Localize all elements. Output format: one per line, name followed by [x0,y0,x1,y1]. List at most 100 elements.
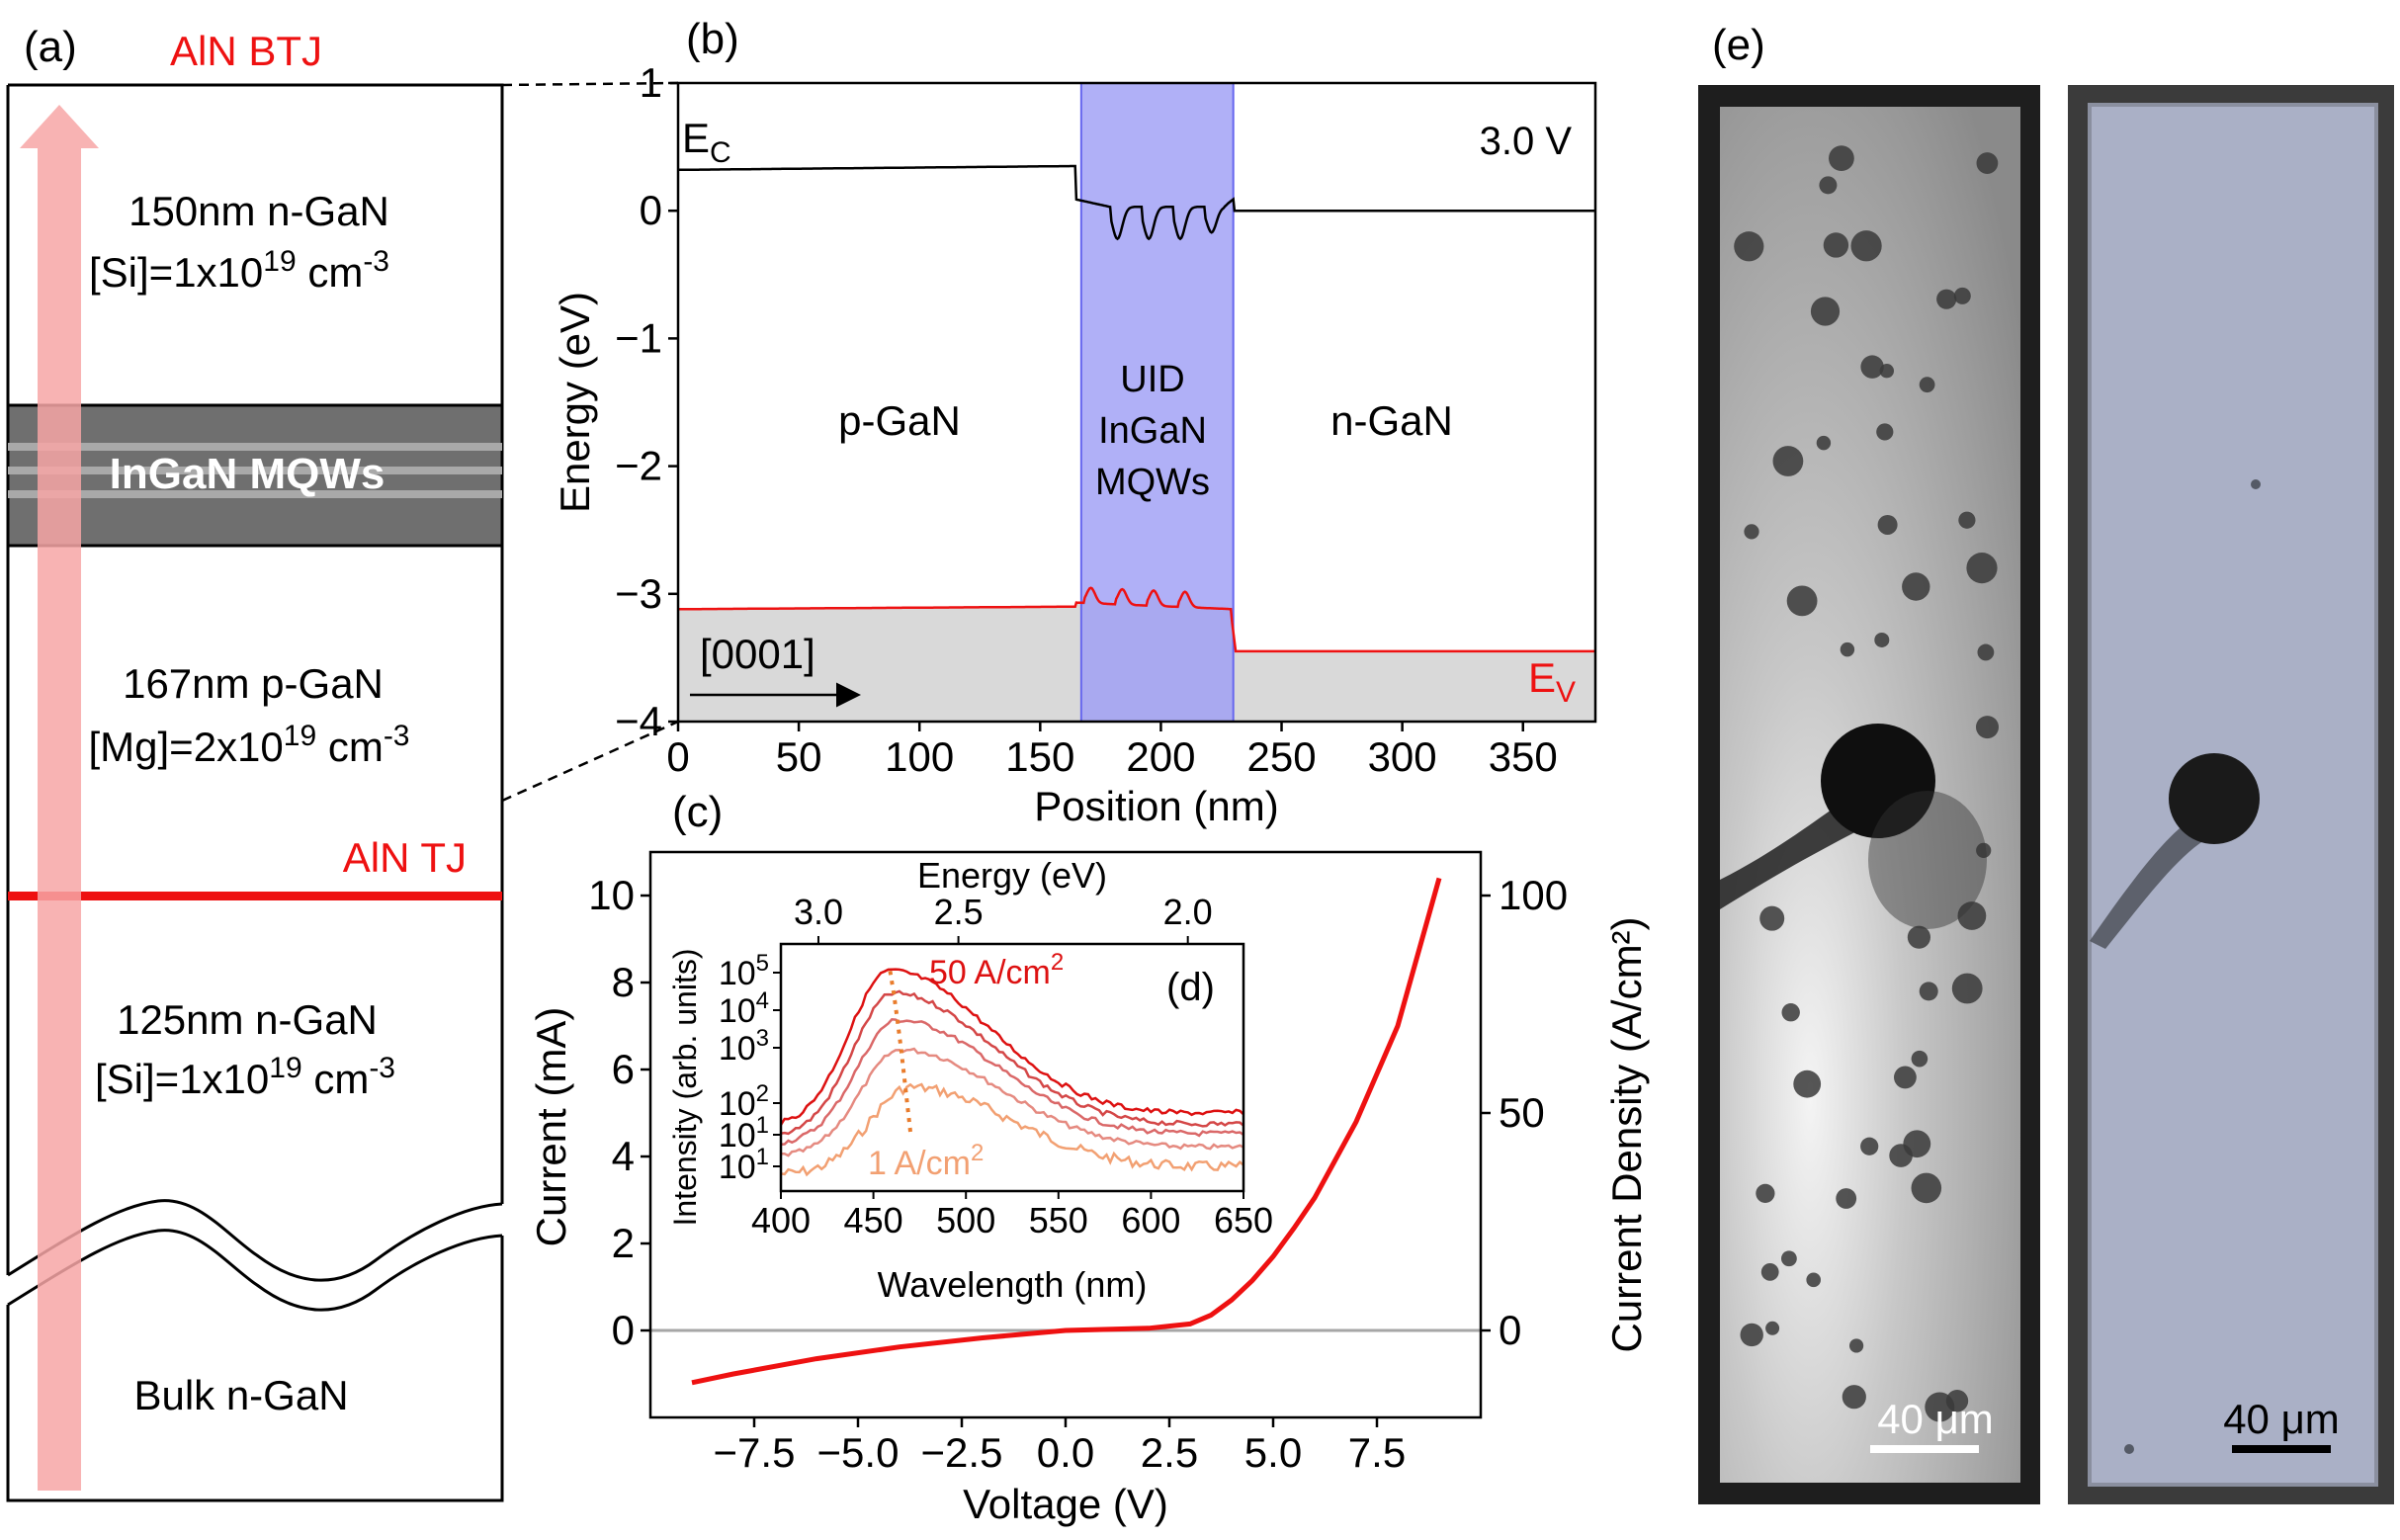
x-tick-label: 300 [1368,733,1437,780]
ec-label: EC [682,115,731,169]
x-tick-label: 500 [936,1200,995,1241]
spectrum-line [781,1018,1243,1147]
y-tick-base: 10 [719,1085,756,1123]
scalebar-left-bar [1870,1445,1979,1453]
y-tick-exp: 3 [756,1025,769,1052]
y-tick-label: 8 [612,959,635,1005]
band-diagram [678,83,1595,722]
band-ylabel: Energy (eV) [552,292,598,513]
dark-spot [1907,925,1930,949]
mqw-stripe [8,443,502,451]
bulk-label: Bulk n-GaN [133,1372,348,1418]
region-n: n-GaN [1330,397,1453,444]
inset-ylabel: Intensity (arb. units) [667,949,703,1227]
mqw-stripe [8,490,502,498]
x-tick-label: 400 [751,1200,811,1241]
y-tick-label: 2 [612,1220,635,1266]
dark-spot [1772,446,1804,476]
iv-ylabel: Current (mA) [528,1007,574,1247]
y-tick-base: 10 [719,955,756,992]
layer1-thickness: 150nm n-GaN [129,188,389,234]
panel-e: (e) 40 μm 40 μm [1698,21,2394,1504]
dark-spot [1966,553,1998,584]
y-right-tick-label: 50 [1499,1089,1545,1136]
x-tick-label: 550 [1029,1200,1088,1241]
y-tick-label: 10 [588,872,635,918]
dark-spot [1976,716,1999,739]
region-mqw-3: MQWs [1095,462,1210,503]
band-xlabel: Position (nm) [1034,783,1278,829]
wavy-break [7,1229,503,1312]
iv-ylabel-right: Current Density (A/cm²) [1603,916,1650,1352]
x-top-tick-label: 3.0 [794,892,843,932]
dark-spot [1781,1003,1800,1022]
dark-spot [1911,1050,1929,1068]
direction-label: [0001] [700,631,815,677]
dark-spot [1829,145,1854,172]
y-tick-label: −4 [615,698,662,744]
dark-spot [1958,511,1976,529]
y-tick-base: 10 [719,1117,756,1155]
y-tick-label: 101 [719,1144,769,1186]
spectrum-line [781,989,1243,1136]
debris-spot [2124,1444,2134,1454]
inset-axes [779,942,1245,1193]
x-tick-label: 0 [666,733,689,780]
dark-spot [1793,1069,1822,1098]
label-1-acm2: 1 A/cm2 [868,1140,984,1182]
x-tick-label: 450 [844,1200,903,1241]
ev-label: EV [1528,654,1576,709]
y-tick-label: 103 [719,1025,769,1068]
peak-shift-line [888,970,912,1133]
dark-spot [1806,1272,1821,1288]
layer1-doping: [Si]=1x1019 cm-3 [89,245,389,296]
voltage-label: 3.0 V [1480,120,1573,163]
dark-spot [1819,176,1838,195]
dark-spot [1765,1321,1780,1335]
ec-curve [678,164,1595,241]
y-tick-label: 102 [719,1080,769,1123]
y-tick-base: 10 [719,1149,756,1186]
panel-a: (a) AlN BTJ 150nm n-GaN [Si]=1x1019 cm-3… [6,23,679,1502]
y-tick-label: 0 [612,1307,635,1353]
dark-spot [1945,1390,1969,1412]
y-tick-label: 104 [719,987,769,1030]
el-spectra [781,968,1243,1177]
dark-spot [1894,1066,1917,1089]
zoom-line-top [501,81,679,87]
scalebar-right-bar [2232,1445,2331,1453]
dark-spot [1810,297,1841,326]
dark-spot [1976,152,1999,174]
spectrum-line [781,968,1243,1126]
dark-spot [1919,982,1938,1001]
x-tick-label: 7.5 [1348,1429,1406,1476]
dark-spot [1840,642,1855,657]
x-tick-label: 0.0 [1037,1429,1094,1476]
y-tick-label: 105 [719,950,769,992]
panel-e-label: (e) [1712,21,1765,69]
probe-shadow [2090,828,2204,949]
dark-spot [1850,230,1882,262]
ev-curve [678,586,1595,653]
aln-tj-label: AlN TJ [343,834,467,881]
dark-spot [1760,1262,1779,1281]
dark-spot [1860,1137,1879,1155]
y-tick-label: 101 [719,1112,769,1155]
mqw-block [6,403,504,548]
region-mqw-1: UID [1120,359,1184,400]
zoom-line-bottom [501,720,679,803]
y-tick-exp: 4 [756,987,769,1014]
band-axes [676,81,1597,724]
dark-spot [1823,232,1849,258]
dark-spot [1842,1385,1866,1410]
x-tick-label: 200 [1126,733,1195,780]
dark-spot [1836,1188,1857,1209]
iv-curve [691,877,1442,1386]
y-tick-base: 10 [719,1030,756,1068]
y-tick-exp: 1 [756,1112,769,1139]
y-tick-label: 0 [640,187,662,233]
debris-spot [2251,479,2261,489]
dark-spot [1744,524,1759,540]
